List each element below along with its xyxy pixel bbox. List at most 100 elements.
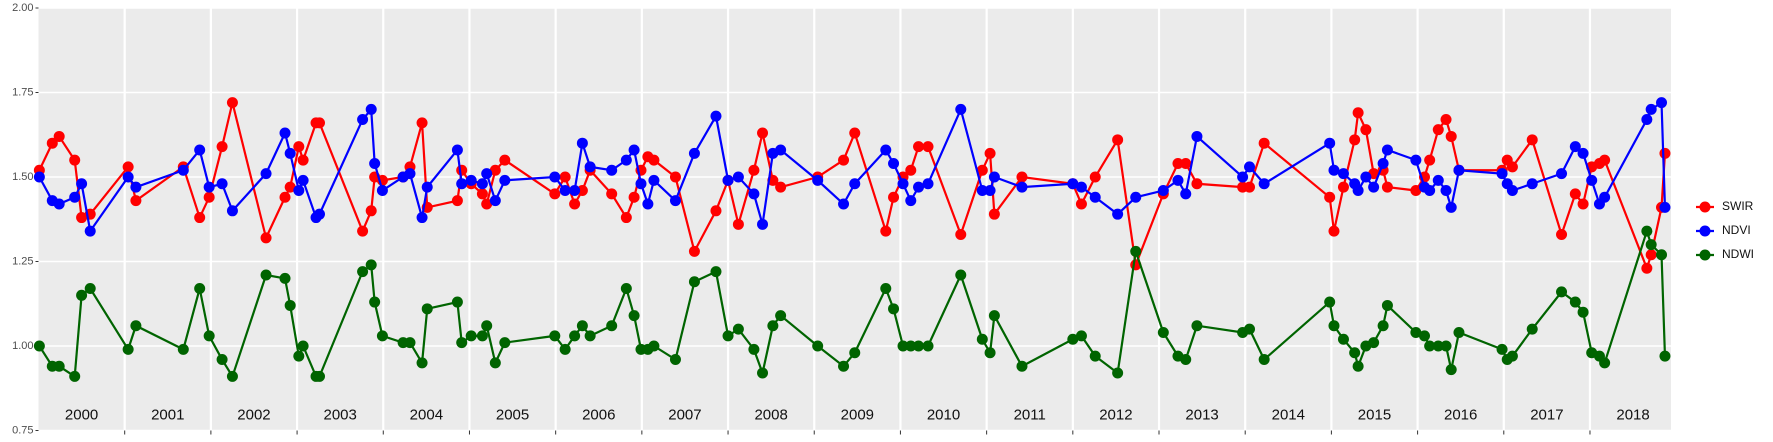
data-point [748,343,760,355]
data-point [260,168,272,180]
data-point [1586,174,1598,186]
data-point [984,347,996,359]
data-point [648,174,660,186]
data-point [1360,124,1372,136]
data-point [357,225,369,237]
data-point [549,330,561,342]
data-point [122,343,134,355]
data-point [1599,357,1611,369]
data-point [1258,137,1270,149]
data-point [33,340,45,352]
data-point [293,141,305,153]
data-point [620,283,632,295]
data-point [1453,164,1465,176]
data-point [1641,225,1653,237]
data-point [1440,114,1452,126]
data-point [620,212,632,224]
data-point [1324,191,1336,203]
data-point [76,289,88,301]
data-point [284,147,296,159]
data-point [1337,181,1349,193]
data-point [357,114,369,126]
data-point [421,181,433,193]
data-point [1324,137,1336,149]
data-point [284,181,296,193]
data-point [1645,249,1657,261]
data-point [33,171,45,183]
data-point [1237,171,1249,183]
legend-label: NDWI [1722,247,1754,261]
data-point [849,178,861,190]
data-point [710,266,722,278]
data-point [404,337,416,349]
data-point [988,208,1000,220]
data-point [1453,326,1465,338]
data-point [1432,340,1444,352]
data-point [1157,185,1169,197]
data-point [549,171,561,183]
data-point [812,340,824,352]
data-point [1130,191,1142,203]
data-point [905,164,917,176]
data-point [1075,181,1087,193]
data-point [1244,323,1256,335]
data-point [606,188,618,200]
data-point [922,340,934,352]
data-point [1432,174,1444,186]
data-point [456,337,468,349]
data-point [888,157,900,169]
data-point [1410,326,1422,338]
data-point [203,191,215,203]
year-label: 2017 [1530,406,1563,423]
data-point [849,127,861,139]
data-point [1656,97,1668,109]
data-point [1352,107,1364,119]
data-point [1016,181,1028,193]
year-label: 2016 [1444,406,1477,423]
data-point [53,130,65,142]
data-point [576,185,588,197]
data-point [416,357,428,369]
data-point [1067,333,1079,345]
data-point [1424,340,1436,352]
data-point [1577,306,1589,318]
y-tick-label: 0.75 [12,424,33,436]
data-point [584,330,596,342]
data-point [1599,154,1611,166]
data-point [376,185,388,197]
y-tick-label: 1.50 [12,171,33,183]
data-point [1112,134,1124,146]
year-label: 2008 [754,406,787,423]
data-point [1445,201,1457,213]
data-point [1506,350,1518,362]
data-point [1377,320,1389,332]
data-point [669,354,681,366]
data-point [576,320,588,332]
data-point [130,181,142,193]
data-point [1506,161,1518,173]
data-point [913,141,925,153]
year-label: 2006 [582,406,615,423]
data-point [357,266,369,278]
y-tick-label: 1.75 [12,86,33,98]
year-label: 2007 [668,406,701,423]
year-label: 2012 [1099,406,1132,423]
data-point [1659,201,1671,213]
data-point [1418,330,1430,342]
year-label: 2009 [841,406,874,423]
data-point [177,343,189,355]
y-tick-label: 1.25 [12,255,33,267]
data-point [1352,185,1364,197]
data-point [216,354,228,366]
data-point [1440,340,1452,352]
data-point [1526,134,1538,146]
data-point [499,154,511,166]
data-point [984,147,996,159]
data-point [1172,157,1184,169]
data-point [913,181,925,193]
data-point [1641,114,1653,126]
data-point [76,178,88,190]
data-point [897,178,909,190]
data-point [293,350,305,362]
